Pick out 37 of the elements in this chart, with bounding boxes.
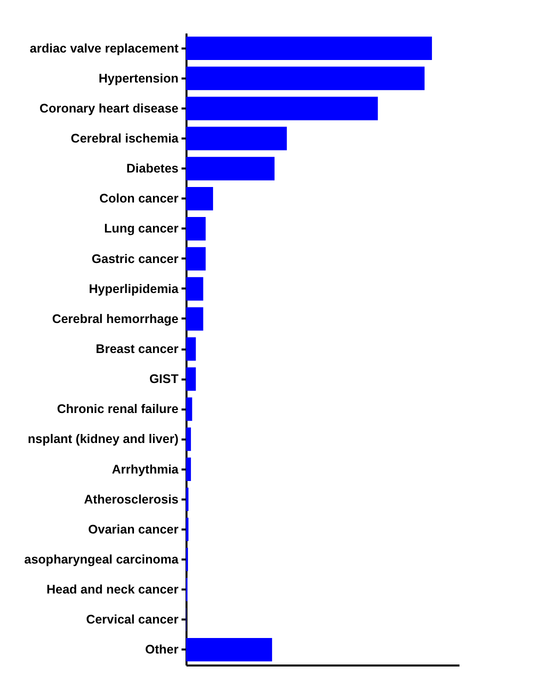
y-tick-label: Diabetes: [126, 162, 179, 176]
y-tick-label: Coronary heart disease: [40, 101, 179, 116]
y-tick-label: Cerebral hemorrhage: [52, 312, 179, 326]
bar: [186, 397, 192, 421]
bar: [186, 247, 206, 271]
y-tick-label: Cerebral ischemia: [70, 132, 180, 146]
y-tick-label: Cervical cancer: [86, 612, 179, 627]
y-tick-label: GIST: [149, 372, 179, 386]
y-tick-label: nsplant (kidney and liver): [28, 432, 178, 446]
y-tick-label: Arrhythmia: [112, 462, 180, 476]
y-tick-label: Hypertension: [98, 71, 178, 86]
y-tick-label: Ovarian cancer: [88, 522, 179, 536]
bar: [186, 307, 204, 331]
y-tick-label: ardiac valve replacement: [30, 41, 180, 56]
y-tick-label: Atherosclerosis: [84, 492, 179, 506]
bar: [186, 96, 378, 120]
bar: [186, 427, 191, 451]
y-tick-label: Lung cancer: [104, 222, 179, 236]
bar: [186, 638, 272, 662]
y-tick-label: Gastric cancer: [92, 252, 179, 266]
bar: [186, 217, 206, 240]
y-tick-label: Head and neck cancer: [46, 582, 179, 597]
y-tick-label: asopharyngeal carcinoma: [24, 552, 180, 566]
bar: [186, 367, 196, 391]
bar: [186, 156, 275, 180]
bar: [186, 126, 287, 150]
bar: [186, 66, 425, 90]
y-tick-label: Colon cancer: [99, 192, 179, 206]
bar: [186, 277, 204, 301]
bar: [186, 36, 432, 60]
bar: [186, 337, 196, 361]
y-tick-label: Hyperlipidemia: [88, 282, 180, 296]
bar: [186, 186, 214, 210]
y-tick-label: Other: [145, 642, 179, 657]
bar: [186, 458, 191, 481]
y-tick-label: Chronic renal failure: [56, 402, 179, 416]
y-tick-label: Breast cancer: [96, 342, 179, 356]
